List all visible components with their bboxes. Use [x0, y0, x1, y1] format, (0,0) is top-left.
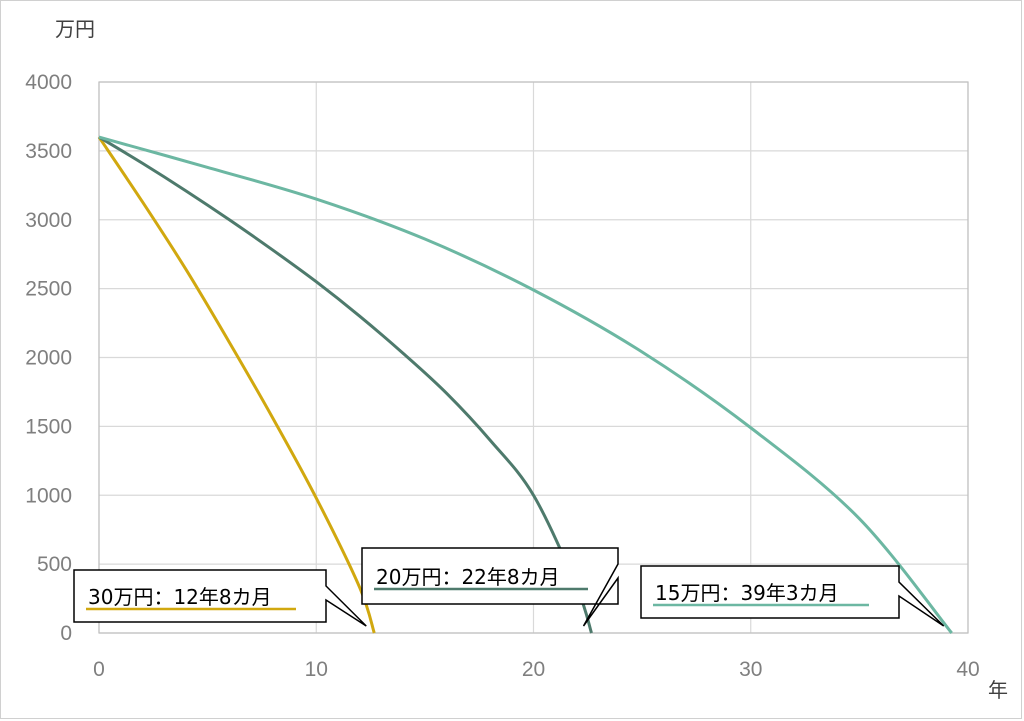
series-line-1: [97, 136, 376, 634]
x-tick-label: 30: [739, 658, 762, 681]
callout-label: 30万円：12年8カ月: [88, 585, 272, 609]
gridlines: [98, 81, 969, 634]
y-axis-ticks: 0 500 1000 1500 2000 2500 3000 3500 4000: [25, 71, 72, 645]
callout-label: 20万円：22年8カ月: [376, 565, 560, 589]
y-tick-label: 500: [37, 553, 72, 576]
y-tick-label: 3500: [25, 140, 72, 163]
series-line-2: [98, 135, 593, 634]
callout-2: 20万円：22年8カ月: [361, 547, 619, 627]
x-tick-label: 0: [93, 658, 105, 681]
y-tick-label: 2000: [25, 347, 72, 370]
y-tick-label: 4000: [25, 71, 72, 94]
callout-box: [73, 569, 367, 627]
callouts: 30万円：12年8カ月 20万円：22年8カ月 15万円：39年3カ月: [73, 547, 945, 627]
y-tick-label: 1000: [25, 484, 72, 507]
callout-box: [361, 547, 619, 627]
plot-area-border: [98, 81, 969, 634]
callout-box: [640, 565, 945, 627]
x-axis-ticks: 0 10 20 30 40: [93, 658, 980, 681]
series-line-3: [98, 135, 953, 634]
y-tick-label: 0: [60, 622, 72, 645]
y-axis-unit-label: 万円: [55, 17, 95, 41]
y-tick-label: 3000: [25, 209, 72, 232]
x-axis-unit-label: 年: [988, 678, 1008, 702]
callout-1: 30万円：12年8カ月: [73, 569, 367, 627]
x-tick-label: 40: [956, 658, 979, 681]
callout-label: 15万円：39年3カ月: [655, 581, 839, 605]
x-tick-label: 10: [305, 658, 328, 681]
y-tick-label: 1500: [25, 415, 72, 438]
callout-3: 15万円：39年3カ月: [640, 565, 945, 627]
series-lines: [97, 135, 953, 634]
y-tick-label: 2500: [25, 278, 72, 301]
x-tick-label: 20: [522, 658, 545, 681]
